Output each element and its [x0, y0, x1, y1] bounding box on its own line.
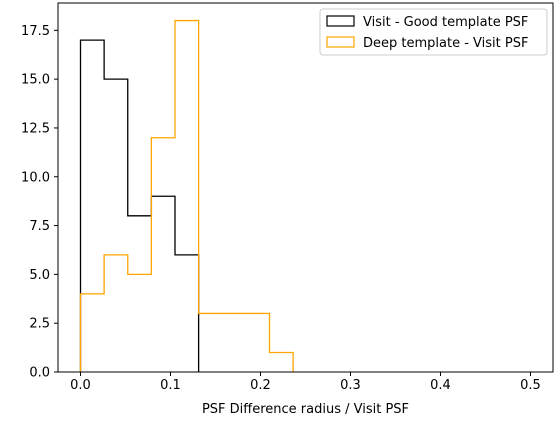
x-axis-ticks: 0.0 0.1 0.2 0.3 0.4 0.5 — [70, 372, 541, 393]
legend-box — [319, 8, 548, 56]
histogram-series-2 — [79, 19, 294, 372]
x-tick-label: 0.3 — [340, 378, 361, 393]
x-tick-label: 0.5 — [520, 378, 541, 393]
axes-frame — [57, 2, 554, 373]
x-tick-label: 0.2 — [250, 378, 271, 393]
x-tick-label: 0.1 — [160, 378, 181, 393]
legend: Visit - Good template PSF Deep template -… — [319, 8, 548, 56]
x-tick-label: 0.0 — [70, 378, 91, 393]
legend-swatch — [326, 36, 355, 48]
legend-label: Visit - Good template PSF — [363, 15, 528, 30]
legend-swatch — [326, 15, 355, 27]
y-tick-label: 17.5 — [21, 24, 50, 39]
histogram-series-1 — [79, 39, 200, 372]
x-tick-label: 0.4 — [430, 378, 451, 393]
y-tick-label: 0.0 — [29, 366, 50, 381]
y-tick-label: 2.5 — [29, 317, 50, 332]
y-tick-label: 15.0 — [21, 73, 50, 88]
y-tick-label: 7.5 — [29, 219, 50, 234]
x-axis-label: PSF Difference radius / Visit PSF — [202, 402, 409, 417]
y-tick-label: 5.0 — [29, 268, 50, 283]
y-axis-ticks: 0.0 2.5 5.0 7.5 10.0 12.5 15.0 17.5 — [21, 24, 58, 381]
legend-label: Deep template - Visit PSF — [363, 36, 528, 51]
y-tick-label: 12.5 — [21, 121, 50, 136]
y-tick-label: 10.0 — [21, 170, 50, 185]
series-layer — [79, 19, 294, 372]
